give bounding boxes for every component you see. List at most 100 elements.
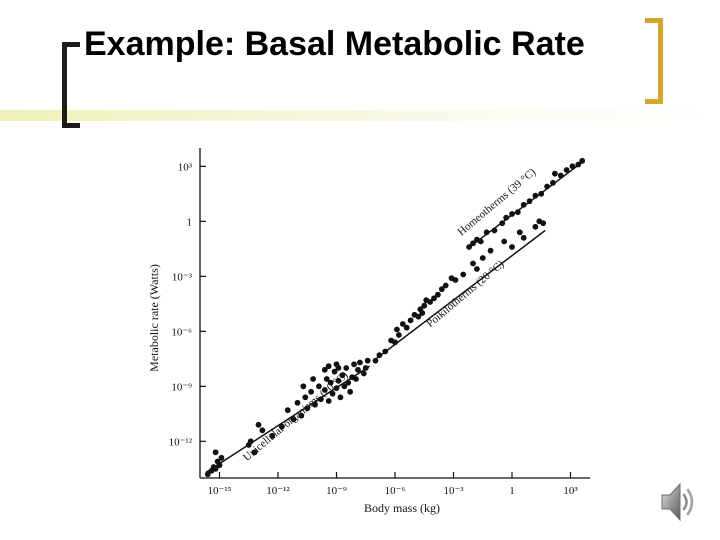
data-point-series-2 [483,229,490,236]
data-point-series-0 [364,357,371,364]
data-point-series-1 [407,317,414,324]
data-point-series-2 [532,192,539,199]
data-point-series-1 [540,220,547,227]
data-point-series-0 [327,379,334,386]
data-point-series-0 [339,372,346,379]
plot-area: 10⁻¹⁵ 10⁻¹² 10⁻⁹ 10⁻⁶ 10⁻³ 1 10³ 10³ 1 10⁻³ 10⁻⁶ 10… [169,148,590,497]
data-point-series-2 [477,238,484,245]
data-point-series-1 [509,244,515,250]
data-point-series-2 [466,244,472,250]
data-point-series-0 [308,388,315,395]
x-tick-label: 10³ [563,485,578,497]
data-point-series-0 [212,449,219,456]
data-point-series-2 [557,172,564,179]
data-point-series-2 [491,227,498,234]
data-point-series-2 [575,161,582,168]
data-point-series-0 [333,385,340,392]
x-tick-label: 10⁻¹² [266,485,290,497]
data-point-series-2 [509,211,515,217]
data-point-series-1 [438,286,445,293]
data-point-series-2 [579,157,586,164]
data-point-series-1 [394,326,400,333]
data-point-series-0 [360,370,367,377]
data-point-series-1 [442,282,449,289]
x-tick-label: 10⁻⁶ [385,485,406,497]
data-point-series-0 [298,412,305,419]
title-underline-band [0,110,720,121]
data-point-series-0 [341,383,348,390]
speaker-icon[interactable] [658,478,698,526]
data-point-series-0 [204,471,211,478]
y-tick-label: 10⁻⁶ [171,326,192,338]
data-point-series-1 [470,260,476,267]
data-point-series-1 [419,310,426,316]
x-tick-label: 10⁻⁹ [326,485,347,497]
data-point-series-0 [347,388,354,395]
data-point-series-1 [532,223,539,230]
data-point-series-1 [452,277,459,283]
data-point-series-0 [300,383,307,390]
data-point-series-2 [550,179,556,186]
data-point-series-0 [212,465,219,472]
data-point-series-2 [503,214,510,221]
left-bracket-decoration [62,42,80,128]
data-point-series-0 [329,390,336,397]
data-point-series-0 [255,421,262,428]
x-axis-label: Body mass (kg) [364,501,440,515]
data-point-series-1 [487,247,494,254]
series-label-2: Homeotherms (39 °C) [456,166,539,238]
data-point-series-2 [520,201,527,208]
data-point-series-2 [526,198,533,205]
data-point-series-1 [474,266,480,272]
data-point-series-2 [538,190,545,197]
data-point-series-0 [294,399,301,406]
data-point-series-0 [335,377,342,384]
data-point-series-2 [563,167,570,173]
data-point-series-0 [321,387,328,393]
data-point-series-0 [259,427,266,434]
y-tick-label: 10⁻³ [172,271,193,283]
y-tick-label: 10³ [178,161,193,173]
data-point-series-1 [435,291,441,298]
y-tick-label: 1 [187,216,193,228]
data-point-series-1 [479,255,486,261]
data-point-series-1 [421,302,428,309]
data-point-series-0 [325,363,332,370]
data-point-series-1 [520,234,527,241]
data-point-series-0 [251,449,258,456]
data-point-series-0 [343,365,350,371]
fit-line-series-0 [205,365,371,474]
data-point-series-0 [316,383,322,390]
data-point-series-0 [218,454,225,461]
data-point-series-0 [337,394,344,401]
data-point-series-1 [460,271,467,278]
data-point-series-1 [382,348,389,355]
data-point-series-0 [353,376,359,382]
data-point-series-0 [362,365,369,371]
data-point-series-1 [501,238,508,245]
data-point-series-1 [431,295,437,302]
slide-title: Example: Basal Metabolic Rate [84,25,585,63]
y-axis-label: Metabolic rate (Watts) [147,264,161,372]
y-tick-label: 10⁻⁹ [171,381,192,393]
chart-container: 10⁻¹⁵ 10⁻¹² 10⁻⁹ 10⁻⁶ 10⁻³ 1 10³ 10³ 1 10⁻³ 10⁻⁶ 10… [140,140,600,525]
data-point-series-0 [312,401,318,408]
data-point-series-0 [335,365,342,371]
metabolic-rate-chart: 10⁻¹⁵ 10⁻¹² 10⁻⁹ 10⁻⁶ 10⁻³ 1 10³ 10³ 1 10⁻³ 10⁻⁶ 10… [147,148,590,515]
data-point-series-0 [321,366,328,373]
data-point-series-0 [323,376,330,382]
data-point-series-0 [290,416,297,423]
data-point-series-0 [302,394,309,401]
data-point-series-0 [318,396,324,403]
data-point-series-0 [331,368,338,375]
fit-line-series-1 [373,229,546,362]
data-point-series-0 [269,432,276,439]
data-point-series-0 [357,359,363,366]
data-point-series-1 [372,357,379,364]
data-point-series-0 [345,379,352,386]
x-tick-label: 10⁻¹⁵ [208,485,232,497]
data-point-series-2 [552,170,558,177]
x-tick-label: 1 [509,485,515,497]
data-point-series-1 [376,352,383,359]
